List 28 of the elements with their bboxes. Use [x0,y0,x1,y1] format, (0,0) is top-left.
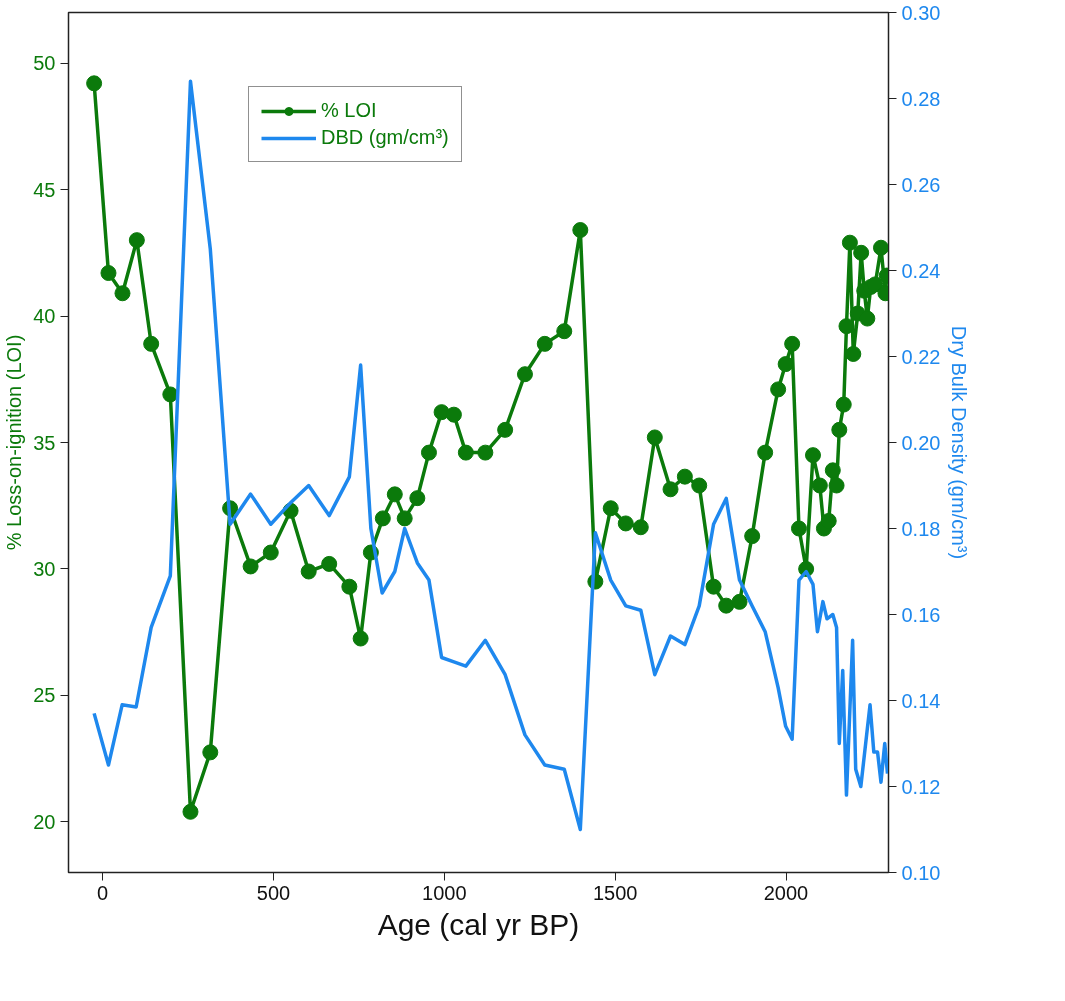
x-tick-label: 1000 [422,881,467,904]
y-tick-label: 35 [33,431,56,454]
y-tick-label: 45 [33,178,56,201]
x-tick-label: 2000 [763,881,809,904]
y2-tick-label: 0.14 [901,689,941,712]
legend-label: % LOI [321,99,377,122]
y2-axis-title: Dry Bulk Density (gm/cm³) [948,325,971,560]
y2-tick-label: 0.12 [901,775,941,798]
y2-tick-label: 0.16 [901,603,941,626]
x-tick-label: 500 [256,881,291,904]
legend-label: DBD (gm/cm³) [321,126,449,149]
y2-tick-label: 0.22 [901,345,941,368]
x-tick-label: 1500 [592,881,638,904]
y2-tick-label: 0.26 [901,173,941,196]
x-axis-title: Age (cal yr BP) [377,907,580,941]
y-tick-label: 20 [33,810,56,833]
y-tick-label: 30 [33,557,56,580]
x-tick-label: 0 [97,881,109,904]
y-axis-title: % Loss-on-ignition (LOI) [3,334,26,551]
y2-tick-label: 0.20 [901,431,941,454]
y2-tick-label: 0.30 [901,1,941,24]
y2-tick-label: 0.28 [901,87,941,110]
y2-tick-label: 0.10 [901,861,941,884]
y2-tick-label: 0.24 [901,259,941,282]
y2-tick-label: 0.18 [901,517,941,540]
y-tick-label: 25 [33,684,56,707]
y-tick-label: 40 [33,305,56,328]
y-tick-label: 50 [33,52,56,75]
